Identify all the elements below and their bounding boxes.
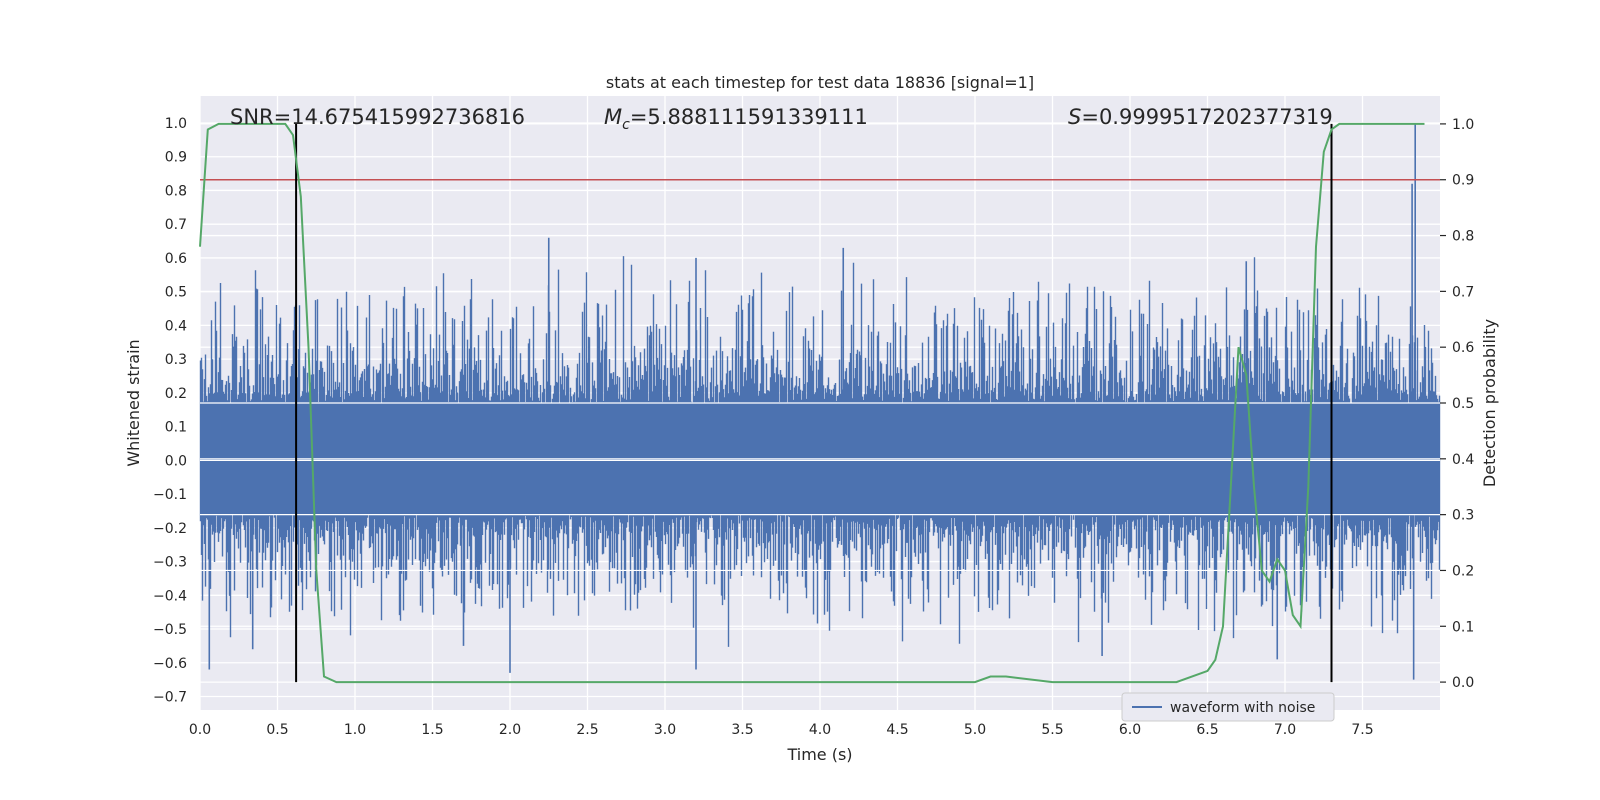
legend-label-waveform: waveform with noise: [1170, 700, 1315, 716]
x-tick-label: 4.5: [886, 722, 908, 738]
y-tick-label: −0.5: [153, 622, 187, 638]
detection-probability-line: [199, 122, 1425, 684]
x-tick-label: 0.0: [189, 722, 211, 738]
y2-tick-label: 1.0: [1452, 117, 1474, 133]
x-tick-label: 1.0: [344, 722, 366, 738]
x-tick-label: 0.5: [266, 722, 288, 738]
x-tick-label: 7.5: [1351, 722, 1373, 738]
y2-tick-label: 0.7: [1452, 284, 1474, 300]
y-tick-label: −0.6: [153, 656, 187, 672]
y-axis-label: Whitened strain: [124, 339, 143, 466]
x-tick-label: 3.0: [654, 722, 676, 738]
x-tick-label: 2.0: [499, 722, 521, 738]
plot-marks: [199, 122, 1441, 684]
x-tick-label: 7.0: [1274, 722, 1296, 738]
x-axis-label: Time (s): [786, 745, 852, 764]
x-tick-label: 4.0: [809, 722, 831, 738]
y-tick-label: −0.1: [153, 487, 187, 503]
y-tick-label: 0.3: [165, 352, 187, 368]
y-tick-label: 0.7: [165, 217, 187, 233]
x-tick-label: 6.5: [1196, 722, 1218, 738]
y2-tick-label: 0.4: [1452, 452, 1474, 468]
snr-annotation: SNR=14.675415992736816: [230, 105, 525, 129]
y-tick-label: 0.4: [165, 318, 187, 334]
x-tick-label: 1.5: [421, 722, 443, 738]
score-annotation: S=0.9999517202377319: [1068, 105, 1333, 129]
y2-tick-label: 0.9: [1452, 173, 1474, 189]
y2-tick-label: 0.5: [1452, 396, 1474, 412]
x-tick-label: 5.0: [964, 722, 986, 738]
y2-tick-label: 0.6: [1452, 340, 1474, 356]
y-tick-label: 0.2: [165, 386, 187, 402]
y-axis-right: 1.0 0.9 0.8 0.7 0.6 0.5 0.4 0.3 0.2 0.1 0.0: [1440, 117, 1474, 691]
y-tick-label: −0.4: [153, 588, 187, 604]
x-tick-label: 5.5: [1041, 722, 1063, 738]
y-tick-label: 0.0: [165, 453, 187, 469]
x-tick-label: 6.0: [1119, 722, 1141, 738]
legend: waveform with noise: [1121, 692, 1335, 722]
y-axis-left: 1.0 0.9 0.8 0.7 0.6 0.5 0.4 0.3 0.2 0.1 0.0 −0.1 −0.…: [153, 116, 187, 706]
legend-box: [1121, 692, 1335, 722]
y-tick-label: 0.5: [165, 285, 187, 301]
y2-tick-label: 0.1: [1452, 619, 1474, 635]
y-tick-label: 0.6: [165, 251, 187, 267]
y2-tick-label: 0.2: [1452, 563, 1474, 579]
y2-tick-label: 0.0: [1452, 675, 1474, 691]
x-axis: 0.0 0.5 1.0 1.5 2.0 2.5 3.0 3.5 4.0 4.5 5.0 5.5 6.0 6…: [189, 722, 1374, 738]
x-tick-label: 2.5: [576, 722, 598, 738]
chirp-mass-annotation: Mc=5.888111591339111: [604, 105, 868, 133]
y-tick-label: −0.2: [153, 521, 187, 537]
y-tick-label: −0.7: [153, 690, 187, 706]
x-tick-label: 3.5: [731, 722, 753, 738]
y-tick-label: 0.9: [165, 150, 187, 166]
chart-title: stats at each timestep for test data 188…: [606, 73, 1034, 92]
y-tick-label: 0.8: [165, 183, 187, 199]
y2-axis-label: Detection probability: [1480, 319, 1499, 487]
y-tick-label: −0.3: [153, 555, 187, 571]
y2-tick-label: 0.8: [1452, 229, 1474, 245]
y-tick-label: 1.0: [165, 116, 187, 132]
y2-tick-label: 0.3: [1452, 508, 1474, 524]
y-tick-label: 0.1: [165, 420, 187, 436]
